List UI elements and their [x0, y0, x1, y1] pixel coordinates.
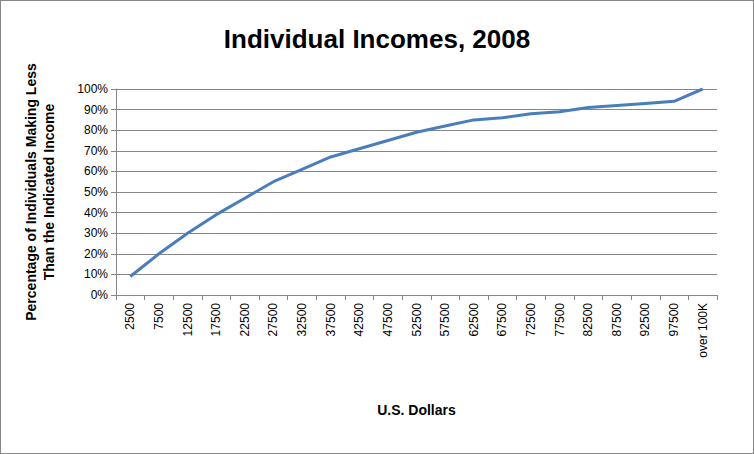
svg-text:60%: 60%	[84, 164, 108, 178]
svg-text:Individual Incomes, 2008: Individual Incomes, 2008	[224, 24, 530, 54]
svg-text:0%: 0%	[91, 288, 109, 302]
svg-text:100%: 100%	[77, 82, 108, 96]
svg-text:50%: 50%	[84, 185, 108, 199]
svg-text:17500: 17500	[209, 303, 223, 337]
svg-text:80%: 80%	[84, 123, 108, 137]
svg-text:67500: 67500	[495, 303, 509, 337]
svg-text:52500: 52500	[410, 303, 424, 337]
svg-text:70%: 70%	[84, 144, 108, 158]
svg-text:30%: 30%	[84, 226, 108, 240]
svg-text:37500: 37500	[324, 303, 338, 337]
svg-text:10%: 10%	[84, 267, 108, 281]
svg-text:Than the Indicated Income: Than the Indicated Income	[41, 104, 57, 281]
svg-text:77500: 77500	[553, 303, 567, 337]
svg-text:32500: 32500	[295, 303, 309, 337]
svg-text:57500: 57500	[438, 303, 452, 337]
svg-text:27500: 27500	[266, 303, 280, 337]
svg-text:U.S. Dollars: U.S. Dollars	[377, 402, 456, 418]
svg-text:7500: 7500	[152, 303, 166, 330]
svg-text:82500: 82500	[581, 303, 595, 337]
svg-text:20%: 20%	[84, 247, 108, 261]
svg-text:Percentage of Individuals Maki: Percentage of Individuals Making Less	[23, 63, 39, 321]
svg-text:62500: 62500	[467, 303, 481, 337]
svg-text:90%: 90%	[84, 103, 108, 117]
svg-text:22500: 22500	[238, 303, 252, 337]
svg-text:over 100K: over 100K	[696, 303, 710, 358]
svg-text:87500: 87500	[610, 303, 624, 337]
svg-text:40%: 40%	[84, 206, 108, 220]
svg-text:47500: 47500	[381, 303, 395, 337]
svg-text:12500: 12500	[181, 303, 195, 337]
svg-text:92500: 92500	[638, 303, 652, 337]
svg-text:97500: 97500	[667, 303, 681, 337]
svg-text:72500: 72500	[524, 303, 538, 337]
svg-text:42500: 42500	[352, 303, 366, 337]
svg-text:2500: 2500	[123, 303, 137, 330]
